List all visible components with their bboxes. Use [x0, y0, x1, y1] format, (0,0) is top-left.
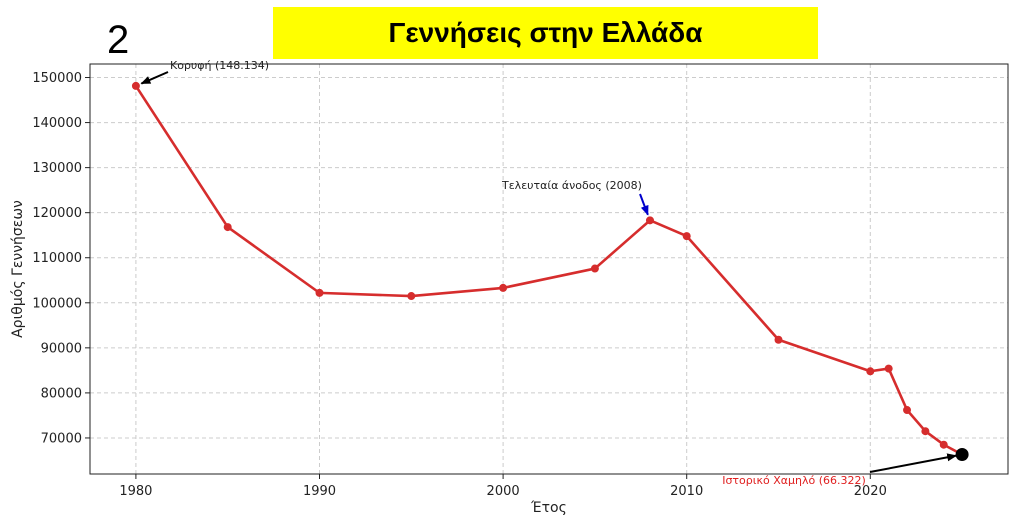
- data-point: [682, 232, 691, 241]
- y-tick-label: 110000: [32, 251, 82, 266]
- annotation-label: Κορυφή (148.134): [170, 59, 269, 72]
- y-tick-label: 90000: [41, 341, 82, 356]
- y-tick-label: 70000: [41, 431, 82, 446]
- annotation-label: Τελευταία άνοδος (2008): [501, 179, 642, 192]
- x-tick-label: 1980: [119, 484, 152, 499]
- data-point: [645, 216, 654, 225]
- y-tick-label: 140000: [32, 116, 82, 131]
- data-point: [407, 292, 416, 301]
- y-tick-label: 130000: [32, 161, 82, 176]
- data-point: [903, 406, 912, 415]
- annotation-arrow: [639, 193, 649, 216]
- series-line: [134, 85, 963, 456]
- data-point: [223, 223, 232, 232]
- data-point: [774, 335, 783, 344]
- data-point: [131, 81, 140, 90]
- x-tick-label: 2020: [854, 484, 887, 499]
- series: [131, 81, 969, 462]
- x-axis-label: Έτος: [530, 500, 567, 516]
- chart-title: Γεννήσεις στην Ελλάδα: [273, 7, 818, 59]
- data-point: [866, 367, 875, 376]
- y-tick-label: 100000: [32, 296, 82, 311]
- annotation-arrow: [869, 453, 958, 473]
- x-tick-label: 2000: [487, 484, 520, 499]
- annotation-label: Ιστορικό Χαμηλό (66.322): [722, 474, 866, 487]
- y-tick-label: 120000: [32, 206, 82, 221]
- data-point: [939, 440, 948, 449]
- y-tick-label: 80000: [41, 386, 82, 401]
- annotation-arrow: [140, 71, 169, 85]
- data-point: [315, 288, 324, 297]
- x-tick-label: 2010: [670, 484, 703, 499]
- annotations: Κορυφή (148.134) Τελευταία άνοδος (2008) Ι…: [140, 59, 958, 487]
- chart-number-badge: 2: [107, 18, 130, 62]
- y-axis-label: Αριθμός Γεννήσεων: [10, 200, 26, 338]
- x-tick-label: 1990: [303, 484, 336, 499]
- data-point: [884, 364, 893, 373]
- y-tick-label: 150000: [32, 71, 82, 86]
- plot-frame: [89, 63, 1009, 475]
- data-point: [921, 427, 930, 436]
- data-point: [499, 283, 508, 292]
- highlight-point: [955, 448, 969, 462]
- data-point: [590, 264, 599, 273]
- axis-ticks: 1980 1990 2000 2010 2020 70000 80000 90000 10000…: [32, 71, 886, 499]
- grid: [90, 64, 1008, 474]
